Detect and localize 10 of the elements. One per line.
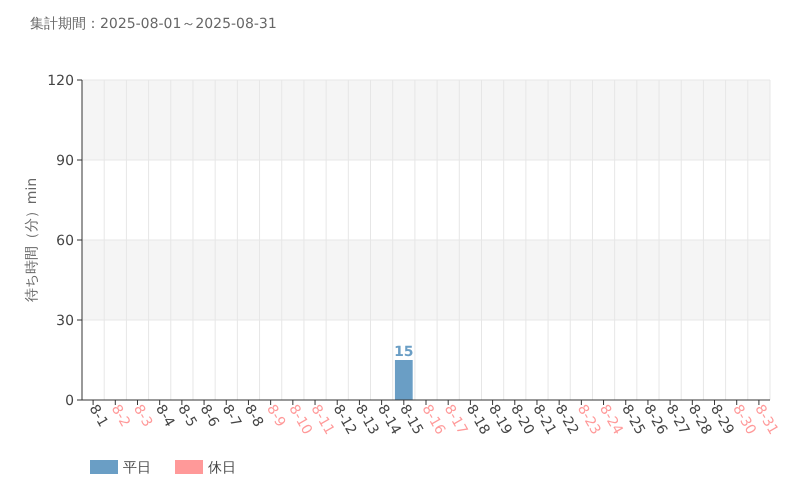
y-axis-title: 待ち時間（分）min [24, 178, 40, 302]
y-tick-label: 90 [56, 152, 74, 169]
y-tick-label: 60 [56, 232, 74, 249]
y-tick-label: 120 [47, 72, 74, 89]
chart-title: 集計期間：2025-08-01～2025-08-31 [30, 16, 277, 32]
legend-label: 平日 [123, 460, 151, 476]
legend-label: 休日 [208, 460, 236, 476]
y-tick-label: 30 [56, 312, 74, 329]
y-tick-label: 0 [65, 392, 74, 409]
data-label: 15 [394, 344, 414, 360]
